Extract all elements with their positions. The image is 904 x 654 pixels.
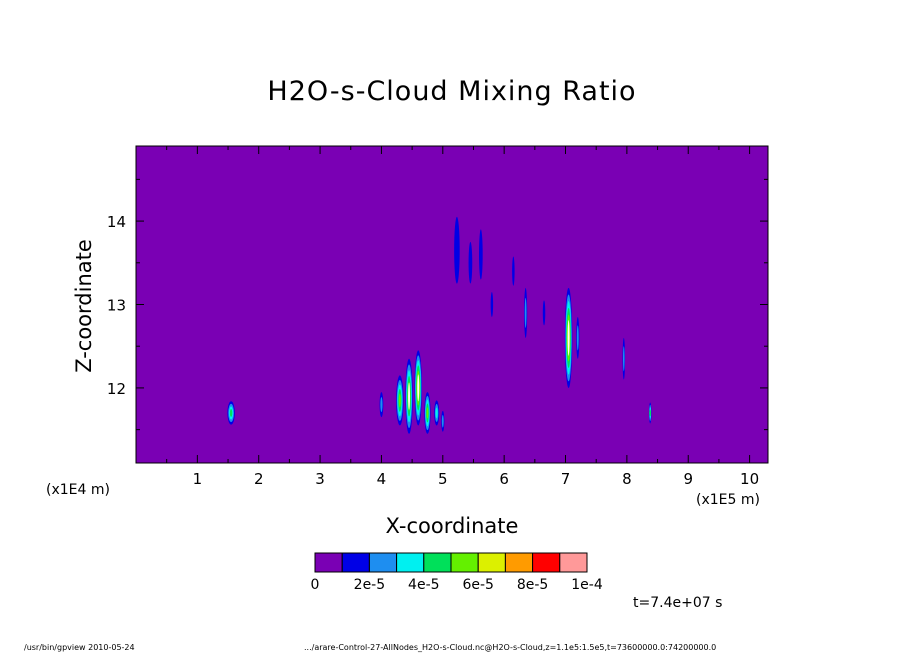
cloud-feature-2 [380, 397, 383, 413]
x-tick-label-8: 8 [622, 470, 632, 488]
colorbar-label-3: 4e-5 [408, 577, 439, 593]
x-tick-label-1: 1 [193, 470, 203, 488]
cloud-feature-15 [542, 300, 546, 326]
chart-title: H2O-s-Cloud Mixing Ratio [267, 76, 637, 107]
colorbar-swatch-2 [341, 552, 370, 573]
cloud-feature-8 [441, 415, 444, 428]
x-axis-label: X-coordinate [385, 514, 519, 538]
x-tick-label-2: 2 [254, 470, 264, 488]
colorbar-label-4: 6e-5 [462, 577, 493, 593]
cloud-core-4 [408, 382, 410, 410]
cloud-feature-9 [454, 216, 460, 284]
x-tick-label-6: 6 [499, 470, 509, 488]
colorbar-label-6: 1e-4 [571, 577, 603, 593]
x-tick-label-9: 9 [683, 470, 693, 488]
colorbar-label-5: 8e-5 [517, 577, 548, 593]
time-label: t=7.4e+07 s [633, 595, 723, 611]
colorbar-swatch-1 [314, 552, 343, 573]
cloud-feature-7 [435, 407, 438, 419]
footer-program: /usr/bin/gpview 2010-05-24 [24, 643, 135, 652]
y-tick-label-14: 14 [107, 213, 126, 231]
x-unit-label: (x1E4 m) [46, 482, 110, 498]
y-tick-label-12: 12 [107, 380, 126, 398]
colorbar-swatch-5 [423, 552, 452, 573]
colorbar-swatch-7 [477, 552, 506, 573]
colorbar-swatch-4 [396, 552, 425, 573]
plot-area [136, 146, 768, 463]
colorbar-swatch-6 [450, 552, 479, 573]
cloud-core-16 [567, 319, 570, 356]
x-scale-label: (x1E5 m) [696, 492, 760, 508]
footer-source: .../arare-Control-27-AllNodes_H2O-s-Clou… [304, 643, 717, 652]
cloud-feature-18 [623, 346, 625, 372]
cloud-feature-17 [576, 325, 579, 351]
x-tick-label-4: 4 [377, 470, 387, 488]
colorbar-label-2: 2e-5 [354, 577, 385, 593]
y-tick-label-13: 13 [107, 297, 126, 315]
cloud-feature-19 [649, 409, 651, 417]
colorbar-label-1: 0 [311, 577, 320, 593]
cloud-feature-11 [478, 229, 483, 280]
x-tick-label-10: 10 [740, 470, 759, 488]
colorbar-swatch-10 [559, 552, 588, 573]
x-tick-label-5: 5 [438, 470, 448, 488]
cloud-feature-1 [229, 409, 233, 417]
x-tick-label-3: 3 [315, 470, 325, 488]
cloud-feature-12 [490, 291, 494, 318]
cloud-feature-10 [468, 241, 473, 284]
colorbar-swatch-8 [504, 552, 534, 573]
cloud-feature-14 [524, 297, 527, 328]
field-background [136, 146, 768, 463]
colorbar-swatch-3 [368, 552, 398, 573]
cloud-feature-13 [512, 256, 515, 286]
x-tick-label-7: 7 [561, 470, 571, 488]
cloud-feature-6 [426, 407, 429, 419]
colorbar: 0 2e-5 4e-5 6e-5 8e-5 1e-4 [311, 552, 603, 593]
colorbar-swatch-9 [532, 552, 561, 573]
cloud-feature-3 [398, 393, 401, 408]
cloud-core-5 [417, 374, 420, 402]
y-axis-label: Z-coordinate [72, 239, 96, 373]
